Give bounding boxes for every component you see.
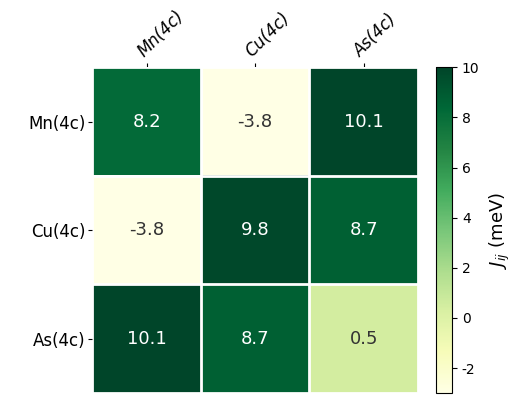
Text: 0.5: 0.5 [349,330,378,348]
Text: 8.7: 8.7 [241,330,269,348]
Text: 10.1: 10.1 [127,330,166,348]
Text: -3.8: -3.8 [238,113,272,131]
Text: -3.8: -3.8 [129,221,164,239]
Text: 8.7: 8.7 [349,221,378,239]
Y-axis label: $J_{ij}$ (meV): $J_{ij}$ (meV) [488,192,512,269]
Text: 10.1: 10.1 [344,113,384,131]
Text: 9.8: 9.8 [241,221,269,239]
Text: 8.2: 8.2 [132,113,161,131]
